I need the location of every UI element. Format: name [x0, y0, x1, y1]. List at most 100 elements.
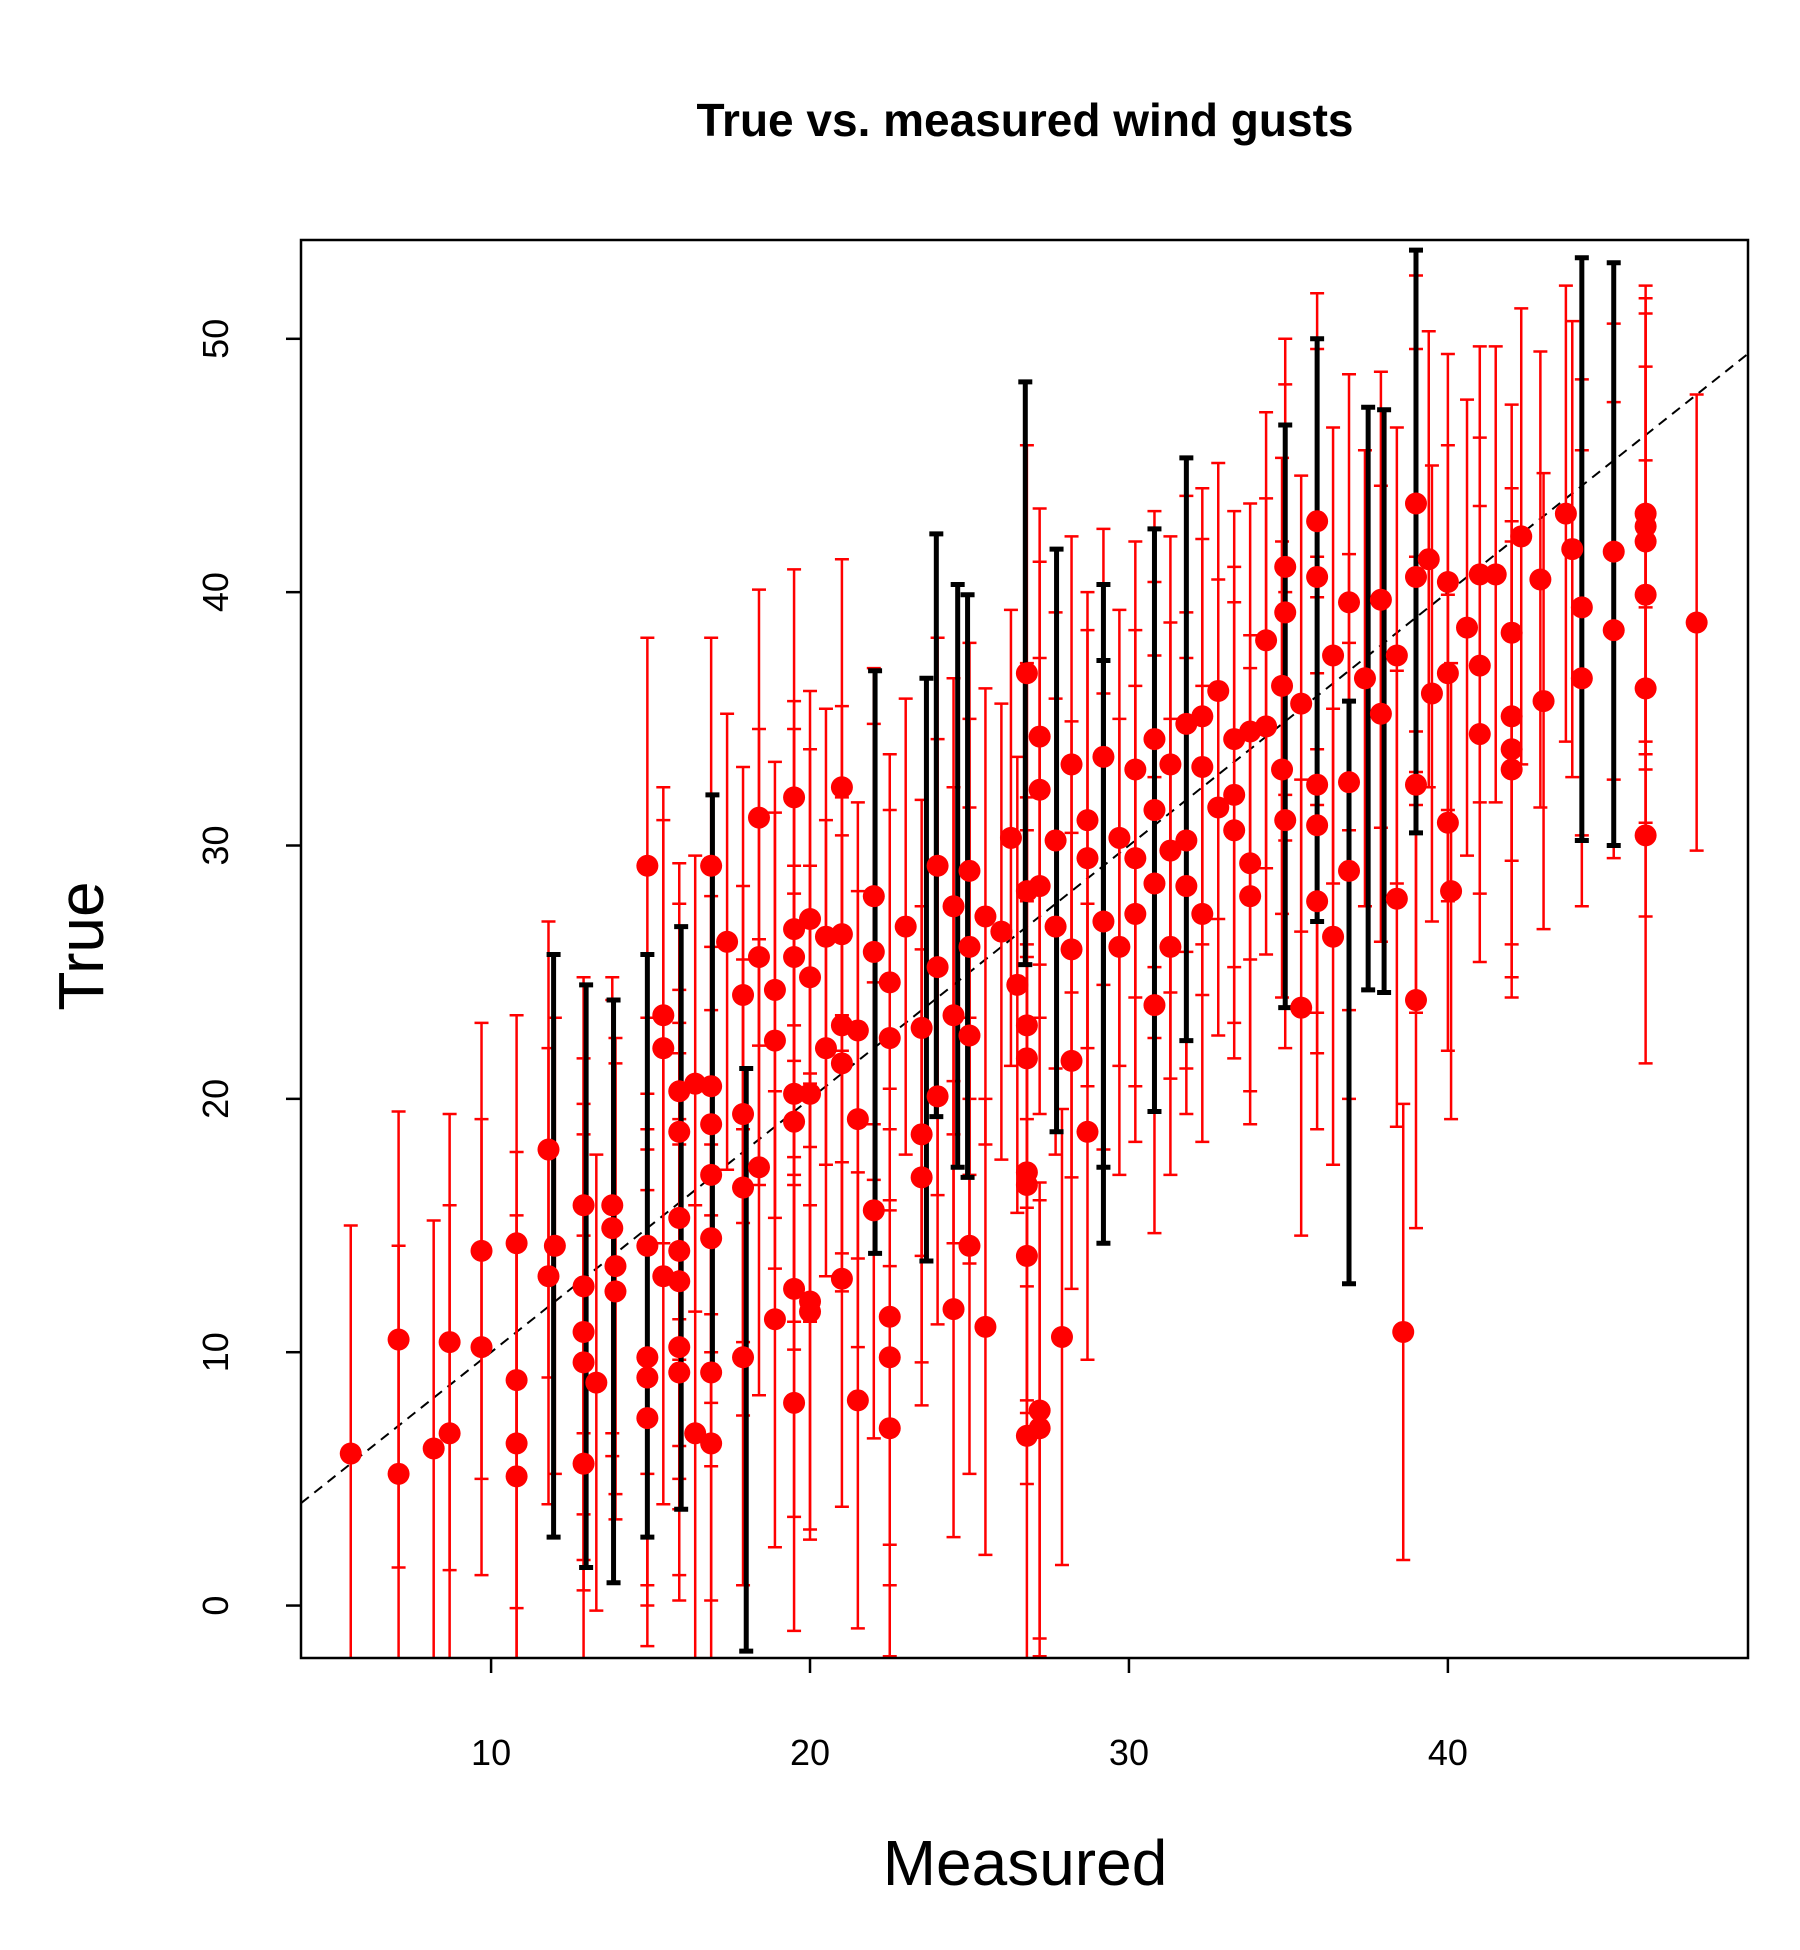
data-point: [1143, 728, 1166, 751]
data-point: [1306, 890, 1329, 913]
data-point: [862, 885, 885, 908]
data-point: [926, 854, 949, 877]
y-tick-label: 50: [195, 319, 236, 359]
data-point: [1404, 989, 1427, 1012]
data-point: [572, 1452, 595, 1475]
data-point: [1159, 753, 1182, 776]
data-point: [1060, 938, 1083, 961]
data-point: [926, 956, 949, 979]
data-point: [438, 1331, 461, 1354]
data-point: [1239, 852, 1262, 875]
data-point: [668, 1361, 691, 1384]
data-point: [700, 1361, 723, 1384]
data-point: [878, 1417, 901, 1440]
data-point: [1468, 723, 1491, 746]
data-point: [1028, 1417, 1051, 1440]
data-point: [1044, 915, 1067, 938]
data-point: [747, 1156, 770, 1179]
data-point: [601, 1194, 624, 1217]
data-point: [585, 1371, 608, 1394]
error-bar: [1179, 455, 1194, 1044]
data-point: [700, 1075, 723, 1098]
data-point: [1634, 530, 1657, 553]
data-point: [1239, 885, 1262, 908]
data-point: [1385, 887, 1408, 910]
data-point: [716, 930, 739, 953]
data-point: [700, 1227, 723, 1250]
data-point: [700, 1113, 723, 1136]
data-point: [846, 1108, 869, 1131]
data-point: [799, 966, 822, 989]
data-point: [1191, 755, 1214, 778]
data-point: [974, 1315, 997, 1338]
data-point: [1634, 515, 1657, 538]
data-point: [1532, 690, 1555, 713]
data-point: [747, 806, 770, 829]
data-point: [1353, 667, 1376, 690]
data-point: [732, 1176, 755, 1199]
data-point: [668, 1239, 691, 1262]
data-point: [601, 1217, 624, 1240]
x-tick-label: 40: [1428, 1732, 1468, 1773]
data-point: [505, 1432, 528, 1455]
data-point: [1570, 596, 1593, 619]
data-point: [1274, 555, 1297, 578]
data-point: [422, 1437, 445, 1460]
data-point: [1092, 745, 1115, 768]
data-point: [1028, 778, 1051, 801]
data-point: [1271, 674, 1294, 697]
data-point: [636, 1407, 659, 1430]
data-point: [1404, 565, 1427, 588]
data-point: [1306, 814, 1329, 837]
data-point: [1175, 829, 1198, 852]
data-point: [1143, 799, 1166, 822]
data-point: [862, 940, 885, 963]
data-point: [1028, 875, 1051, 898]
data-point: [636, 1346, 659, 1369]
data-point: [604, 1255, 627, 1278]
data-point: [1028, 725, 1051, 748]
data-point: [1306, 510, 1329, 533]
data-point: [505, 1465, 528, 1488]
plot-frame: [299, 238, 1750, 1660]
data-point: [1290, 996, 1313, 1019]
data-point: [846, 1389, 869, 1412]
data-point: [1124, 758, 1147, 781]
data-point: [505, 1232, 528, 1255]
data-point: [438, 1422, 461, 1445]
data-point: [910, 1166, 933, 1189]
data-point: [1322, 925, 1345, 948]
x-tick-label: 20: [790, 1732, 830, 1773]
y-tick-label: 10: [195, 1332, 236, 1372]
data-point: [1529, 568, 1552, 591]
data-point: [700, 1432, 723, 1455]
data-point: [763, 978, 786, 1001]
data-point: [942, 895, 965, 918]
data-point: [1634, 583, 1657, 606]
data-point: [1290, 692, 1313, 715]
data-point: [505, 1369, 528, 1392]
data-point: [1602, 619, 1625, 642]
data-point: [668, 1336, 691, 1359]
data-point: [1440, 880, 1463, 903]
data-point: [1191, 705, 1214, 728]
data-point: [684, 1422, 707, 1445]
data-point: [1060, 753, 1083, 776]
data-point: [894, 915, 917, 938]
data-point: [470, 1239, 493, 1262]
y-tick-label: 40: [195, 572, 236, 612]
data-point: [846, 1019, 869, 1042]
data-point: [700, 1163, 723, 1186]
data-point: [1634, 824, 1657, 847]
data-point: [958, 935, 981, 958]
data-point: [942, 1298, 965, 1321]
data-point: [799, 1300, 822, 1323]
data-point: [572, 1275, 595, 1298]
data-point: [1436, 571, 1459, 594]
data-point: [1436, 662, 1459, 685]
data-point: [572, 1320, 595, 1343]
error-bar: [1278, 422, 1293, 1011]
data-point: [1006, 973, 1029, 996]
data-point: [1076, 1120, 1099, 1143]
data-point: [783, 1391, 806, 1414]
